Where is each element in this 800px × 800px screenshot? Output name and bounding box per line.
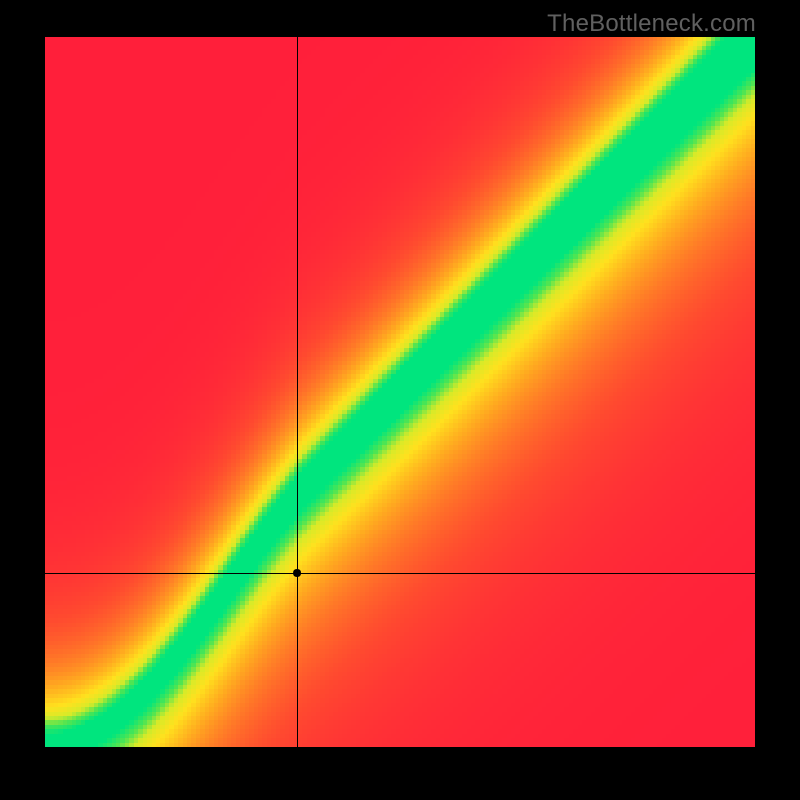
watermark-label: TheBottleneck.com: [547, 10, 756, 38]
bottleneck-heatmap: [0, 0, 800, 800]
